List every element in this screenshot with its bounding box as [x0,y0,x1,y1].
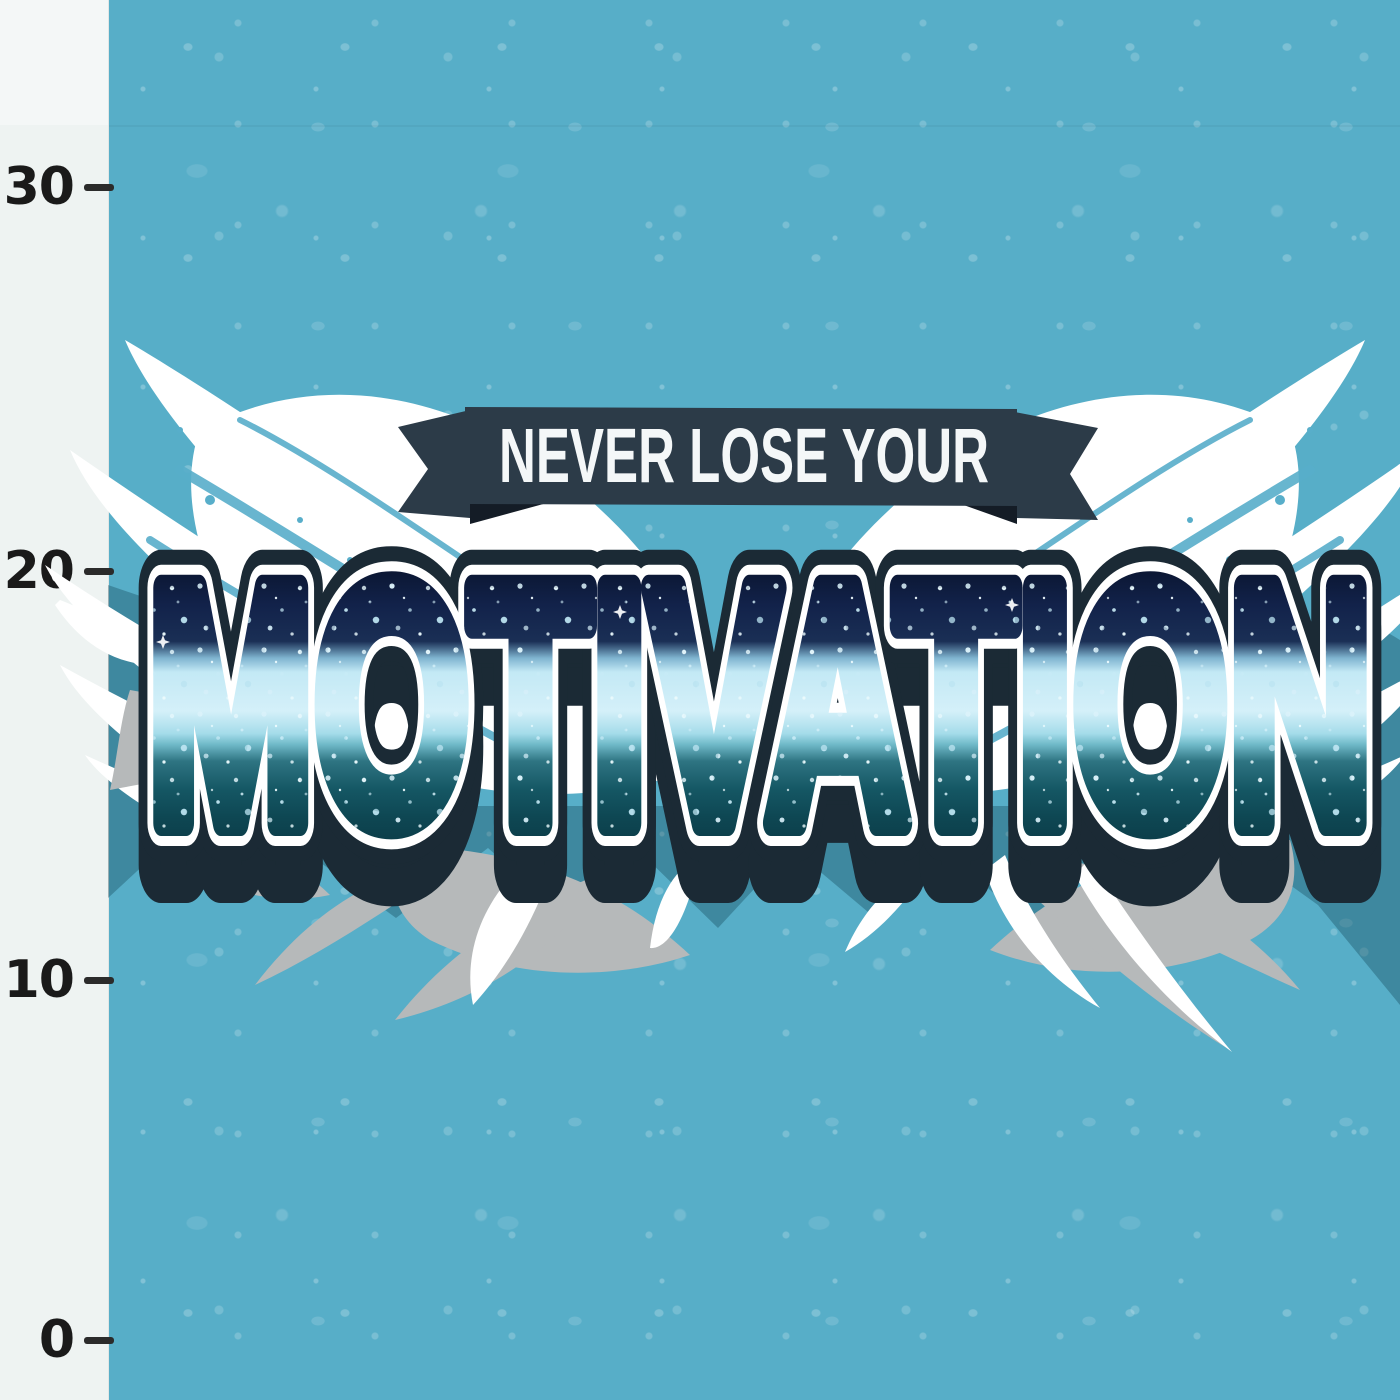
left-wing-feather-3 [45,565,480,789]
ribbon-right-fold [958,503,1017,524]
gray-left-edge-feather [110,690,255,790]
white-under-blade-right-2 [1075,858,1232,1052]
headline-extrusion: MOTIVATION [148,556,1373,938]
left-wing-feather-5 [85,755,330,840]
ruler-tick-10 [84,977,114,984]
banner-text: NEVER LOSE YOUR [499,413,989,499]
ruler-tick-30 [84,184,114,191]
fabric-seam-line [0,125,1400,127]
ribbon-left-fold [470,503,547,524]
white-under-blade-right-1 [985,855,1100,1008]
right-wing-feather-5 [1160,757,1400,840]
headline-star-sparkles [156,598,1019,649]
left-wing-feather-2 [70,450,560,745]
white-under-feathers [55,600,1232,1052]
gray-right-blade-2 [1000,865,1230,1050]
ribbon-band [465,407,1017,506]
ribbon-right-tail [1015,412,1098,520]
ruler-tick-20 [84,568,114,575]
wing-grunge-specks [177,427,1313,704]
headline-motivation: MOTIVATION MOTIVATION MOTIVATION MOTIVAT… [110,476,1400,976]
ribbon-left-tail [398,410,470,518]
ruler-tick-0 [84,1337,114,1344]
gray-left-small [200,845,330,899]
right-wing-feather-3 [1010,594,1400,789]
wing-grunge-texture [146,417,1344,744]
white-under-blade-left [470,845,560,1005]
right-wing-feather-4 [1090,681,1400,815]
right-wing-feather-2 [930,463,1400,745]
headline-outline: MOTIVATION [148,514,1373,896]
headline-fill: MOTIVATION [148,514,1373,896]
ruler-label-0: 0 [38,1310,75,1370]
ruler-label-30: 30 [3,157,75,217]
ruler-top-segment [0,0,108,125]
ribbon-banner: NEVER LOSE YOUR [398,407,1098,524]
headline-white-ring: MOTIVATION [148,514,1373,896]
gray-left-blade-1 [255,855,470,985]
ruler-label-10: 10 [3,950,75,1010]
headline-glitter: MOTIVATION [148,514,1373,896]
